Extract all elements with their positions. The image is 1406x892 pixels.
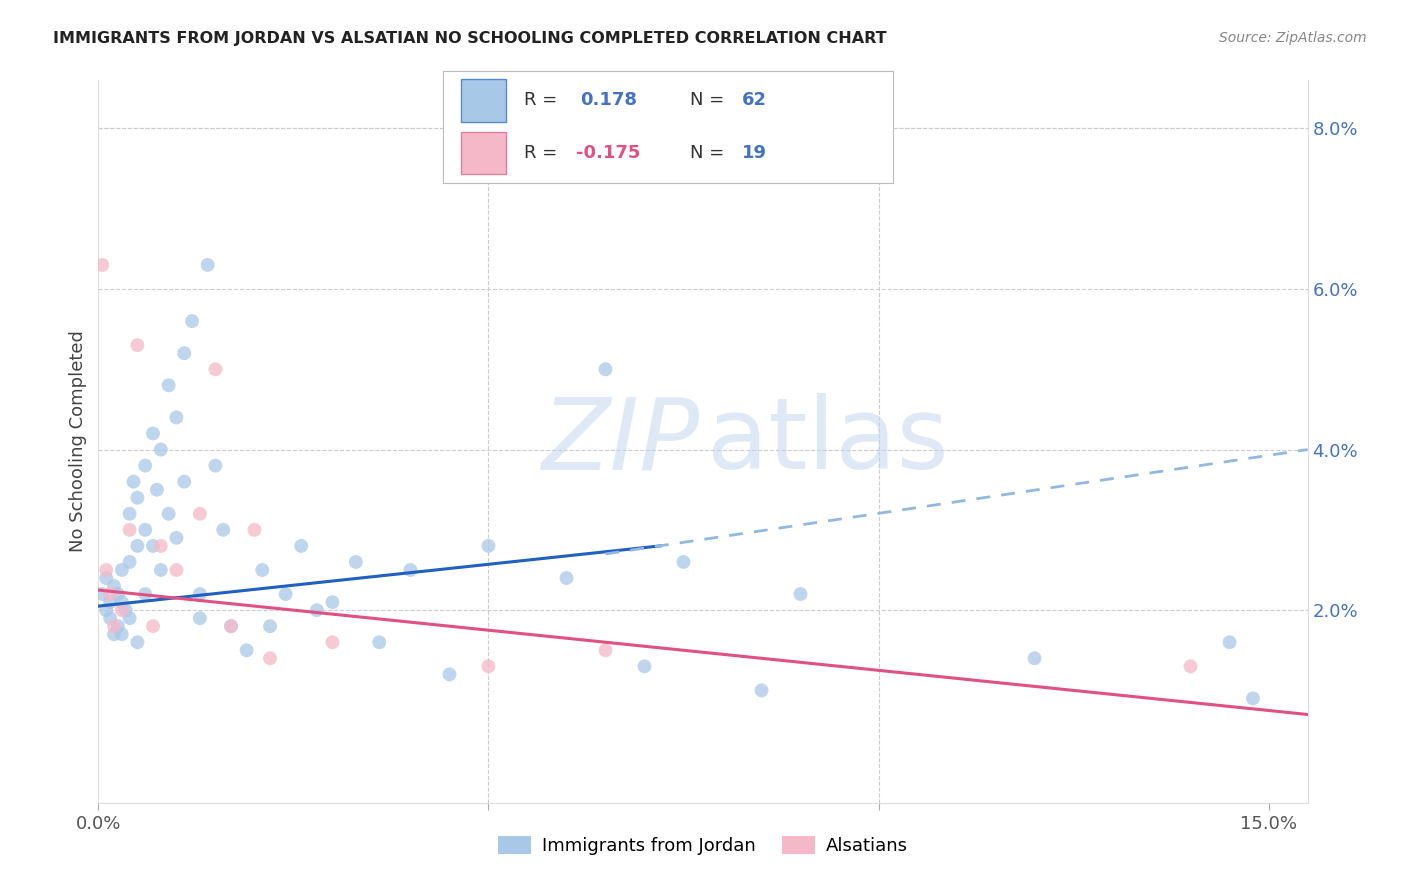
Text: Source: ZipAtlas.com: Source: ZipAtlas.com bbox=[1219, 31, 1367, 45]
Point bbox=[259, 651, 281, 665]
Point bbox=[789, 587, 811, 601]
Point bbox=[96, 603, 118, 617]
Point bbox=[1180, 659, 1202, 673]
Point bbox=[157, 507, 180, 521]
Point bbox=[399, 563, 422, 577]
Point bbox=[127, 491, 149, 505]
Point bbox=[321, 595, 343, 609]
Point bbox=[107, 587, 129, 601]
Point bbox=[305, 603, 328, 617]
Text: -0.175: -0.175 bbox=[575, 144, 640, 161]
Point bbox=[149, 442, 172, 457]
Point bbox=[142, 539, 165, 553]
Point bbox=[181, 314, 204, 328]
Text: N =: N = bbox=[690, 144, 730, 161]
Point bbox=[633, 659, 655, 673]
Text: R =: R = bbox=[524, 144, 562, 161]
Point bbox=[188, 611, 211, 625]
Point bbox=[111, 595, 134, 609]
Point bbox=[134, 458, 156, 473]
Point bbox=[118, 523, 141, 537]
Text: IMMIGRANTS FROM JORDAN VS ALSATIAN NO SCHOOLING COMPLETED CORRELATION CHART: IMMIGRANTS FROM JORDAN VS ALSATIAN NO SC… bbox=[53, 31, 887, 46]
Point bbox=[91, 587, 114, 601]
Point bbox=[204, 362, 226, 376]
Point bbox=[103, 619, 125, 633]
Y-axis label: No Schooling Completed: No Schooling Completed bbox=[69, 331, 87, 552]
Point bbox=[290, 539, 312, 553]
Point bbox=[1241, 691, 1264, 706]
Point bbox=[252, 563, 274, 577]
Point bbox=[1024, 651, 1046, 665]
Point bbox=[118, 611, 141, 625]
Point bbox=[127, 338, 149, 352]
Point bbox=[98, 587, 121, 601]
Point bbox=[96, 563, 118, 577]
Point bbox=[149, 539, 172, 553]
Point bbox=[344, 555, 367, 569]
Point bbox=[107, 619, 129, 633]
Point bbox=[165, 531, 187, 545]
Point bbox=[96, 571, 118, 585]
Point bbox=[142, 619, 165, 633]
Point bbox=[672, 555, 695, 569]
Point bbox=[1219, 635, 1241, 649]
FancyBboxPatch shape bbox=[461, 79, 506, 121]
Text: R =: R = bbox=[524, 91, 562, 110]
Point bbox=[595, 362, 617, 376]
Point bbox=[259, 619, 281, 633]
Point bbox=[173, 346, 195, 360]
Point bbox=[142, 426, 165, 441]
Point bbox=[188, 587, 211, 601]
Text: 62: 62 bbox=[742, 91, 768, 110]
Point bbox=[146, 483, 169, 497]
Point bbox=[111, 603, 134, 617]
Point bbox=[243, 523, 266, 537]
Point bbox=[321, 635, 343, 649]
Point bbox=[103, 627, 125, 641]
Point bbox=[555, 571, 578, 585]
Point bbox=[219, 619, 242, 633]
Text: 0.178: 0.178 bbox=[581, 91, 637, 110]
Point bbox=[165, 410, 187, 425]
Point bbox=[111, 563, 134, 577]
Point bbox=[751, 683, 773, 698]
Point bbox=[127, 539, 149, 553]
Point bbox=[91, 258, 114, 272]
Point bbox=[212, 523, 235, 537]
Point bbox=[118, 507, 141, 521]
Point bbox=[134, 523, 156, 537]
Point bbox=[103, 579, 125, 593]
Text: N =: N = bbox=[690, 91, 730, 110]
Point bbox=[188, 507, 211, 521]
Point bbox=[118, 555, 141, 569]
Point bbox=[439, 667, 461, 681]
Point bbox=[235, 643, 257, 657]
Point bbox=[477, 659, 499, 673]
Point bbox=[197, 258, 219, 272]
Point bbox=[274, 587, 297, 601]
Point bbox=[114, 603, 136, 617]
Point bbox=[134, 587, 156, 601]
Point bbox=[98, 595, 121, 609]
Point bbox=[98, 611, 121, 625]
Point bbox=[368, 635, 391, 649]
Point bbox=[149, 563, 172, 577]
Text: atlas: atlas bbox=[707, 393, 948, 490]
Point bbox=[165, 563, 187, 577]
Point bbox=[127, 635, 149, 649]
FancyBboxPatch shape bbox=[461, 132, 506, 174]
Text: ZIP: ZIP bbox=[541, 393, 699, 490]
Point bbox=[204, 458, 226, 473]
Point bbox=[173, 475, 195, 489]
Point bbox=[111, 627, 134, 641]
Legend: Immigrants from Jordan, Alsatians: Immigrants from Jordan, Alsatians bbox=[491, 830, 915, 863]
Point bbox=[595, 643, 617, 657]
Point bbox=[219, 619, 242, 633]
Point bbox=[157, 378, 180, 392]
Text: 19: 19 bbox=[742, 144, 768, 161]
Point bbox=[477, 539, 499, 553]
Point bbox=[122, 475, 145, 489]
